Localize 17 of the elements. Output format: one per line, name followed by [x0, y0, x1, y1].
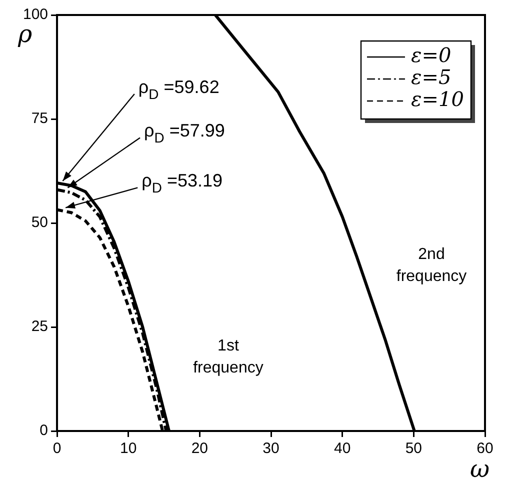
x-axis-title: ω: [470, 455, 490, 483]
x-tick-label: 10: [120, 440, 137, 458]
y-tick-label: 50: [31, 214, 48, 232]
legend-label: ε=5: [411, 65, 452, 90]
x-tick-label: 30: [262, 440, 280, 458]
y-tick-label: 0: [40, 422, 48, 440]
legend-label: ε=10: [411, 87, 464, 112]
x-tick-label: 50: [405, 440, 422, 458]
legend-label: ε=0: [411, 43, 452, 68]
x-tick-label: 40: [334, 440, 351, 458]
y-tick-label: 75: [31, 110, 48, 128]
annotation: 1st frequency: [193, 338, 264, 377]
annotation: 2nd frequency: [396, 246, 467, 286]
y-tick-label: 25: [31, 318, 48, 336]
x-tick-label: 60: [476, 440, 494, 458]
x-tick-label: 0: [52, 440, 62, 458]
x-tick-label: 20: [191, 440, 208, 458]
